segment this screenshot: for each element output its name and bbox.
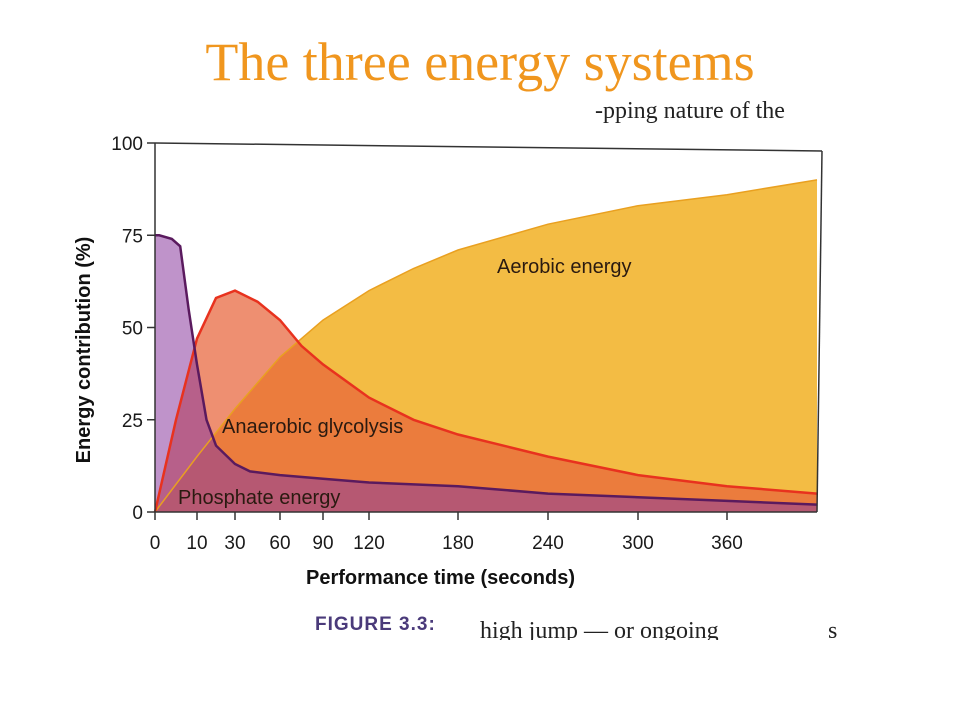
x-tick-label: 90: [312, 533, 333, 554]
chart-figure: -pping nature of the FIGURE 3.3: high ju…: [60, 100, 850, 640]
plot-lines: [153, 179, 818, 513]
series-line-aerobic-energy: [154, 179, 818, 513]
y-axis-ticks: 0 25 50 75 100: [111, 134, 155, 524]
y-tick-label: 50: [122, 319, 143, 340]
plot-areas: [155, 179, 817, 513]
x-tick-label: 180: [442, 533, 474, 554]
y-axis-title: Energy contribution (%): [73, 237, 95, 464]
series-area-phosphate-energy: [155, 235, 817, 513]
plot-frame: [154, 142, 823, 513]
x-tick-label: 360: [711, 533, 743, 554]
y-tick-label: 0: [132, 503, 143, 524]
plot-right-border: [816, 150, 823, 513]
scan-fragment-top: -pping nature of the: [595, 100, 785, 124]
label-phosphate-energy: Phosphate energy: [178, 487, 340, 509]
x-axis-ticks: 0 10 30 60 90 120 180 240 300 360: [150, 512, 743, 554]
series-line-anaerobic-glycolysis: [153, 289, 818, 513]
energy-systems-chart: -pping nature of the FIGURE 3.3: high ju…: [73, 100, 837, 640]
series-line-phosphate-energy: [155, 234, 818, 506]
series-area-anaerobic-glycolysis: [155, 290, 817, 512]
x-tick-label: 30: [224, 533, 245, 554]
x-tick-label: 10: [186, 533, 207, 554]
y-tick-label: 25: [122, 411, 143, 432]
y-tick-label: 100: [111, 134, 143, 155]
y-tick-label: 75: [122, 226, 143, 247]
label-anaerobic-glycolysis: Anaerobic glycolysis: [222, 416, 403, 438]
x-tick-label: 300: [622, 533, 654, 554]
x-tick-label: 60: [269, 533, 290, 554]
scan-fragment-bottom: high jump — or ongoing: [480, 618, 719, 640]
label-aerobic-energy: Aerobic energy: [497, 256, 632, 278]
slide-title: The three energy systems: [205, 32, 755, 92]
x-tick-label: 120: [353, 533, 385, 554]
scan-fragment-bottom-right: s: [828, 618, 837, 640]
figure-caption: FIGURE 3.3:: [315, 614, 436, 635]
x-tick-label: 240: [532, 533, 564, 554]
plot-top-border: [154, 142, 823, 152]
x-axis-title: Performance time (seconds): [306, 567, 575, 589]
x-tick-label: 0: [150, 533, 161, 554]
